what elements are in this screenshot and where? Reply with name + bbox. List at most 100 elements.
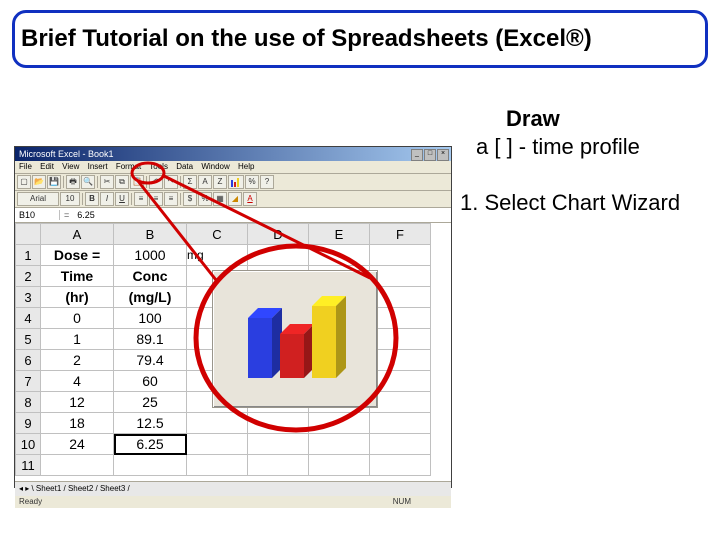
cell-C1[interactable]: mg <box>187 245 248 266</box>
redo-button[interactable]: ↷ <box>164 175 178 189</box>
chart-wizard-button[interactable] <box>228 175 244 189</box>
copy-button[interactable]: ⧉ <box>115 175 129 189</box>
menu-edit[interactable]: Edit <box>40 162 54 171</box>
cell-B3[interactable]: (mg/L) <box>114 287 187 308</box>
cell-A9[interactable]: 18 <box>41 413 114 434</box>
col-header-A[interactable]: A <box>41 224 114 245</box>
row-header[interactable]: 10 <box>16 434 41 455</box>
print-button[interactable]: 🖶 <box>66 175 80 189</box>
menu-window[interactable]: Window <box>201 162 229 171</box>
cell-E11[interactable] <box>309 455 370 476</box>
cell-B7[interactable]: 60 <box>114 371 187 392</box>
cell-D10[interactable] <box>248 434 309 455</box>
zoom-dropdown[interactable]: % <box>245 175 259 189</box>
save-button[interactable]: 💾 <box>47 175 61 189</box>
cell-A1[interactable]: Dose = <box>41 245 114 266</box>
menu-format[interactable]: Format <box>116 162 141 171</box>
font-color-button[interactable]: A <box>243 192 257 206</box>
row-header[interactable]: 6 <box>16 350 41 371</box>
excel-menubar[interactable]: File Edit View Insert Format Tools Data … <box>15 161 451 174</box>
name-box[interactable]: B10 <box>15 210 60 220</box>
cell-A6[interactable]: 2 <box>41 350 114 371</box>
menu-view[interactable]: View <box>62 162 79 171</box>
cell-E10[interactable] <box>309 434 370 455</box>
minimize-button[interactable]: _ <box>411 149 423 161</box>
undo-button[interactable]: ↶ <box>149 175 163 189</box>
bold-button[interactable]: B <box>85 192 99 206</box>
cell-A3[interactable]: (hr) <box>41 287 114 308</box>
borders-button[interactable]: ▦ <box>213 192 227 206</box>
align-right-button[interactable]: ≡ <box>164 192 178 206</box>
preview-button[interactable]: 🔍 <box>81 175 95 189</box>
cell-F9[interactable] <box>370 413 431 434</box>
menu-file[interactable]: File <box>19 162 32 171</box>
row-header[interactable]: 1 <box>16 245 41 266</box>
new-button[interactable]: ▢ <box>17 175 31 189</box>
cell-F7[interactable] <box>370 371 431 392</box>
col-header-B[interactable]: B <box>114 224 187 245</box>
underline-button[interactable]: U <box>115 192 129 206</box>
italic-button[interactable]: I <box>100 192 114 206</box>
maximize-button[interactable]: □ <box>424 149 436 161</box>
cell-B8[interactable]: 25 <box>114 392 187 413</box>
cell-F3[interactable] <box>370 287 431 308</box>
cell-B5[interactable]: 89.1 <box>114 329 187 350</box>
row-header[interactable]: 5 <box>16 329 41 350</box>
select-all-corner[interactable] <box>16 224 41 245</box>
row-header[interactable]: 7 <box>16 371 41 392</box>
help-button[interactable]: ? <box>260 175 274 189</box>
cell-F1[interactable] <box>370 245 431 266</box>
formula-content[interactable]: 6.25 <box>73 210 95 220</box>
cell-C11[interactable] <box>187 455 248 476</box>
percent-button[interactable]: % <box>198 192 212 206</box>
paste-button[interactable]: 📋 <box>130 175 144 189</box>
align-center-button[interactable]: ≡ <box>149 192 163 206</box>
cell-F4[interactable] <box>370 308 431 329</box>
cell-E1[interactable] <box>309 245 370 266</box>
font-size-selector[interactable]: 10 <box>60 192 80 206</box>
cell-B9[interactable]: 12.5 <box>114 413 187 434</box>
cell-B10[interactable]: 6.25 <box>114 434 187 455</box>
row-header[interactable]: 11 <box>16 455 41 476</box>
currency-button[interactable]: $ <box>183 192 197 206</box>
menu-help[interactable]: Help <box>238 162 254 171</box>
cell-E9[interactable] <box>309 413 370 434</box>
sheet-tabs[interactable]: ◂ ▸ \ Sheet1 / Sheet2 / Sheet3 / <box>15 481 451 496</box>
font-selector[interactable]: Arial <box>17 192 59 206</box>
cell-A5[interactable]: 1 <box>41 329 114 350</box>
col-header-E[interactable]: E <box>309 224 370 245</box>
cell-F8[interactable] <box>370 392 431 413</box>
row-header[interactable]: 4 <box>16 308 41 329</box>
menu-tools[interactable]: Tools <box>149 162 168 171</box>
cell-B6[interactable]: 79.4 <box>114 350 187 371</box>
cell-B11[interactable] <box>114 455 187 476</box>
cell-D1[interactable] <box>248 245 309 266</box>
row-header[interactable]: 3 <box>16 287 41 308</box>
menu-data[interactable]: Data <box>176 162 193 171</box>
cell-C10[interactable] <box>187 434 248 455</box>
cell-B4[interactable]: 100 <box>114 308 187 329</box>
sort-asc-button[interactable]: A <box>198 175 212 189</box>
sort-desc-button[interactable]: Z <box>213 175 227 189</box>
cell-D11[interactable] <box>248 455 309 476</box>
close-button[interactable]: × <box>437 149 449 161</box>
cell-B2[interactable]: Conc <box>114 266 187 287</box>
cell-F11[interactable] <box>370 455 431 476</box>
cell-F2[interactable] <box>370 266 431 287</box>
cell-A7[interactable]: 4 <box>41 371 114 392</box>
sheet-tab-labels[interactable]: Sheet1 / Sheet2 / Sheet3 <box>36 484 125 493</box>
cell-C9[interactable] <box>187 413 248 434</box>
open-button[interactable]: 📂 <box>32 175 46 189</box>
cell-F6[interactable] <box>370 350 431 371</box>
cell-A2[interactable]: Time <box>41 266 114 287</box>
fill-color-button[interactable]: ◢ <box>228 192 242 206</box>
col-header-F[interactable]: F <box>370 224 431 245</box>
menu-insert[interactable]: Insert <box>88 162 108 171</box>
cell-F10[interactable] <box>370 434 431 455</box>
cell-A8[interactable]: 12 <box>41 392 114 413</box>
row-header[interactable]: 8 <box>16 392 41 413</box>
cut-button[interactable]: ✂ <box>100 175 114 189</box>
cell-D9[interactable] <box>248 413 309 434</box>
row-header[interactable]: 9 <box>16 413 41 434</box>
cell-A4[interactable]: 0 <box>41 308 114 329</box>
